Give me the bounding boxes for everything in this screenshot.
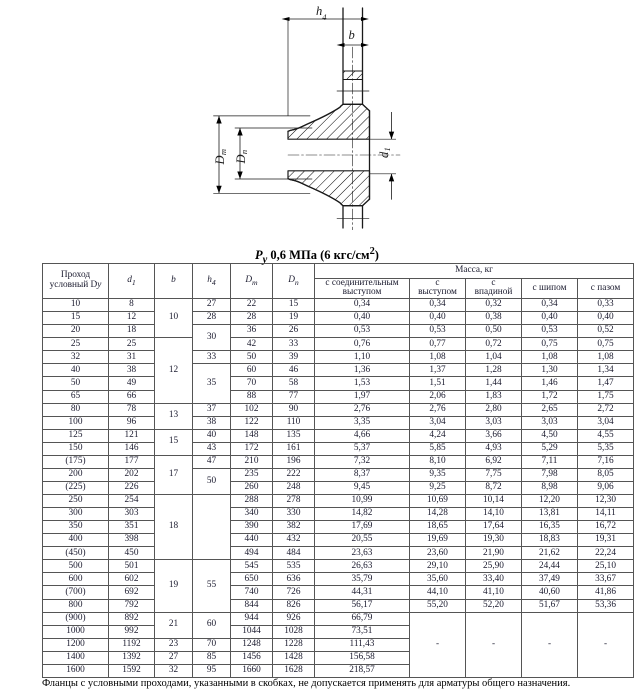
svg-text:b: b <box>349 28 355 42</box>
svg-text:Dn: Dn <box>234 150 249 165</box>
svg-text:Dm: Dm <box>213 149 228 165</box>
svg-text:d1: d1 <box>377 147 392 158</box>
